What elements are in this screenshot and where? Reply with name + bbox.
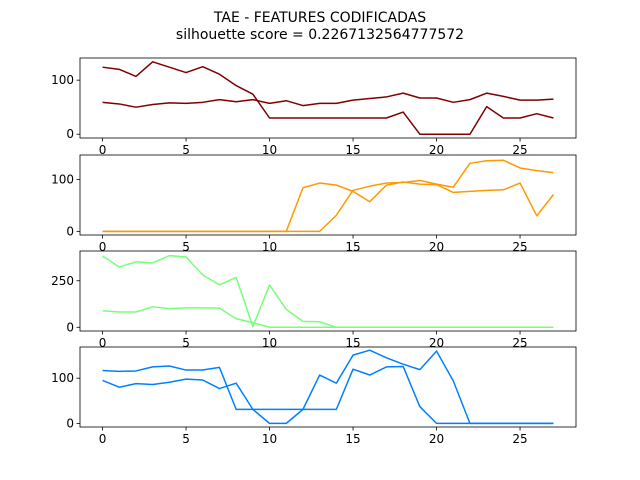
axes-frame bbox=[79, 250, 577, 332]
subplot-4: 0 5 10 15 20 25 0 100 bbox=[51, 346, 577, 446]
x-tick-label: 5 bbox=[182, 432, 190, 446]
axes-frame bbox=[79, 154, 577, 236]
x-tick-label: 5 bbox=[182, 143, 190, 157]
y-tick-label: 100 bbox=[51, 73, 74, 87]
y-tick-label: 100 bbox=[51, 371, 74, 385]
series-line-1-2 bbox=[102, 92, 554, 108]
x-tick-label: 10 bbox=[262, 143, 277, 157]
series-line-3-2 bbox=[102, 306, 554, 329]
y-tick-label: 100 bbox=[51, 172, 74, 186]
axes-frame bbox=[79, 57, 577, 139]
x-tick-label: 0 bbox=[99, 143, 107, 157]
x-tick-label: 20 bbox=[429, 336, 444, 350]
x-tick-label: 15 bbox=[345, 240, 360, 254]
x-tick-label: 15 bbox=[345, 143, 360, 157]
y-tick-label: 0 bbox=[66, 320, 74, 334]
x-tick-label: 20 bbox=[429, 432, 444, 446]
y-tick-label: 0 bbox=[66, 127, 74, 141]
y-tick-label: 250 bbox=[51, 274, 74, 288]
x-tick-label: 25 bbox=[512, 143, 527, 157]
x-tick-label: 20 bbox=[429, 240, 444, 254]
x-tick-label: 0 bbox=[99, 240, 107, 254]
figure-subtitle: silhouette score = 0.2267132564777572 bbox=[176, 27, 464, 43]
x-tick-label: 20 bbox=[429, 143, 444, 157]
series-line-4-2 bbox=[102, 365, 554, 425]
series-line-1-1 bbox=[102, 61, 554, 135]
y-tick-label: 0 bbox=[66, 416, 74, 430]
x-tick-label: 0 bbox=[99, 432, 107, 446]
x-tick-label: 10 bbox=[262, 336, 277, 350]
x-tick-label: 25 bbox=[512, 240, 527, 254]
x-tick-label: 25 bbox=[512, 432, 527, 446]
axes-frame bbox=[79, 346, 577, 428]
subplot-1: 0 5 10 15 20 25 0 100 bbox=[51, 57, 577, 157]
x-tick-label: 10 bbox=[262, 240, 277, 254]
subplot-2: 0 5 10 15 20 25 0 100 bbox=[51, 154, 577, 254]
x-tick-label: 15 bbox=[345, 432, 360, 446]
y-tick-label: 0 bbox=[66, 224, 74, 238]
x-tick-label: 5 bbox=[182, 240, 190, 254]
x-tick-label: 5 bbox=[182, 336, 190, 350]
x-tick-label: 15 bbox=[345, 336, 360, 350]
x-tick-label: 10 bbox=[262, 432, 277, 446]
series-line-2-2 bbox=[102, 159, 554, 233]
x-tick-label: 25 bbox=[512, 336, 527, 350]
figure-title: TAE - FEATURES CODIFICADAS bbox=[213, 10, 426, 26]
x-tick-label: 0 bbox=[99, 336, 107, 350]
